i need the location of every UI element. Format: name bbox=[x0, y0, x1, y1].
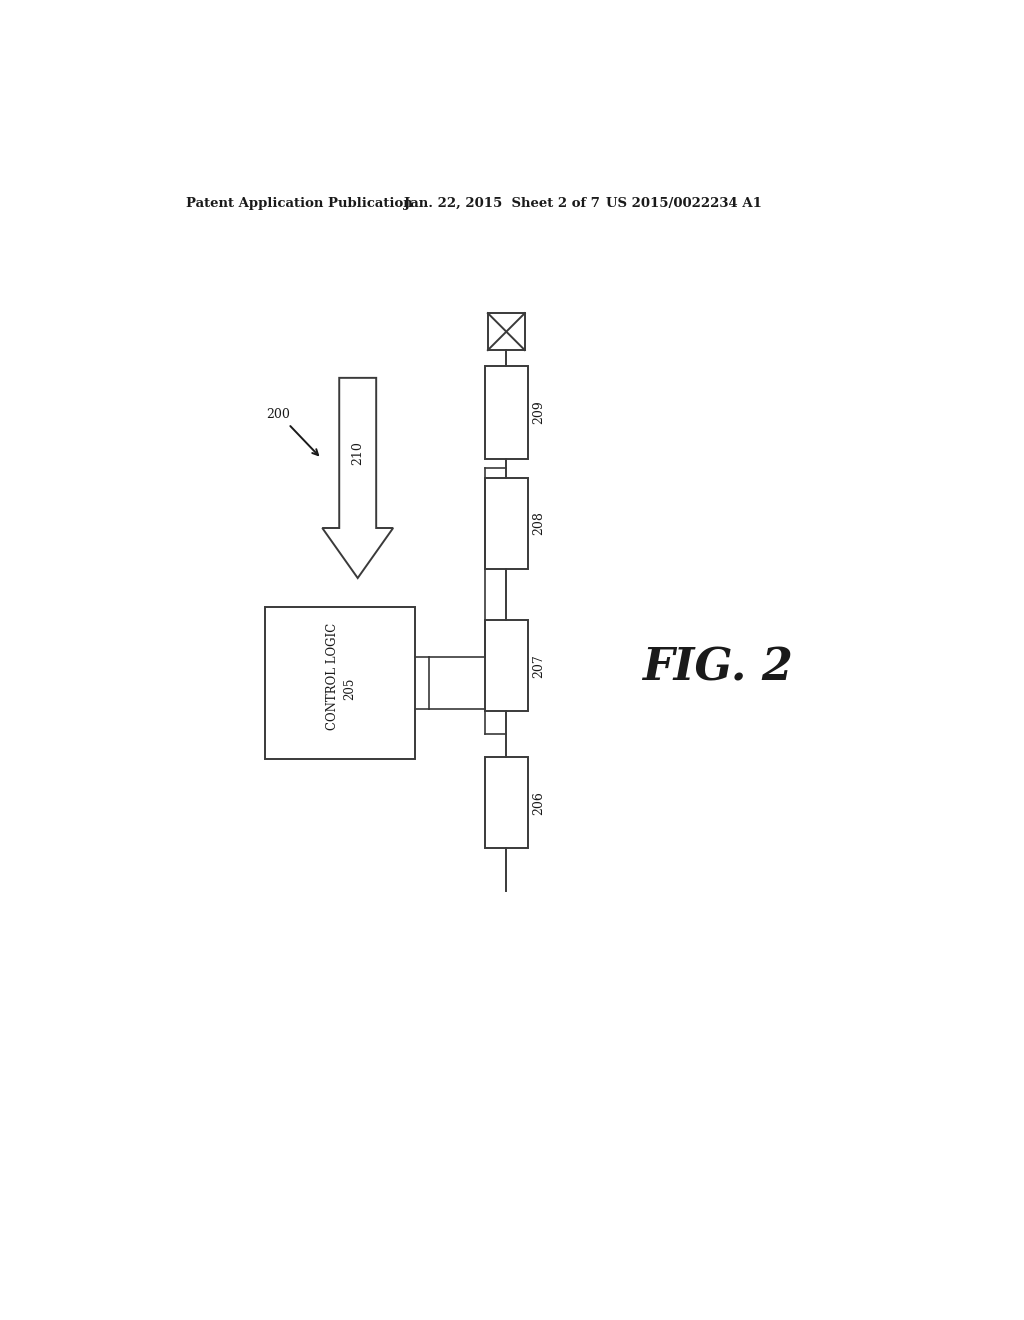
Text: 200: 200 bbox=[266, 408, 291, 421]
Bar bbox=[484, 758, 528, 849]
Text: FIG. 2: FIG. 2 bbox=[642, 647, 793, 689]
Text: 207: 207 bbox=[532, 653, 545, 677]
Bar bbox=[484, 367, 528, 459]
Text: CONTROL LOGIC: CONTROL LOGIC bbox=[327, 623, 339, 730]
Text: 206: 206 bbox=[532, 791, 545, 814]
Text: Jan. 22, 2015  Sheet 2 of 7: Jan. 22, 2015 Sheet 2 of 7 bbox=[403, 197, 600, 210]
Text: 209: 209 bbox=[532, 401, 545, 424]
Polygon shape bbox=[323, 378, 393, 578]
Text: 208: 208 bbox=[532, 511, 545, 536]
Text: 210: 210 bbox=[351, 441, 365, 465]
Bar bbox=[484, 620, 528, 711]
Text: 205: 205 bbox=[343, 677, 356, 700]
Text: US 2015/0022234 A1: US 2015/0022234 A1 bbox=[606, 197, 762, 210]
Bar bbox=[484, 478, 528, 569]
Bar bbox=[487, 313, 525, 350]
Bar bbox=[265, 607, 416, 759]
Text: Patent Application Publication: Patent Application Publication bbox=[186, 197, 413, 210]
